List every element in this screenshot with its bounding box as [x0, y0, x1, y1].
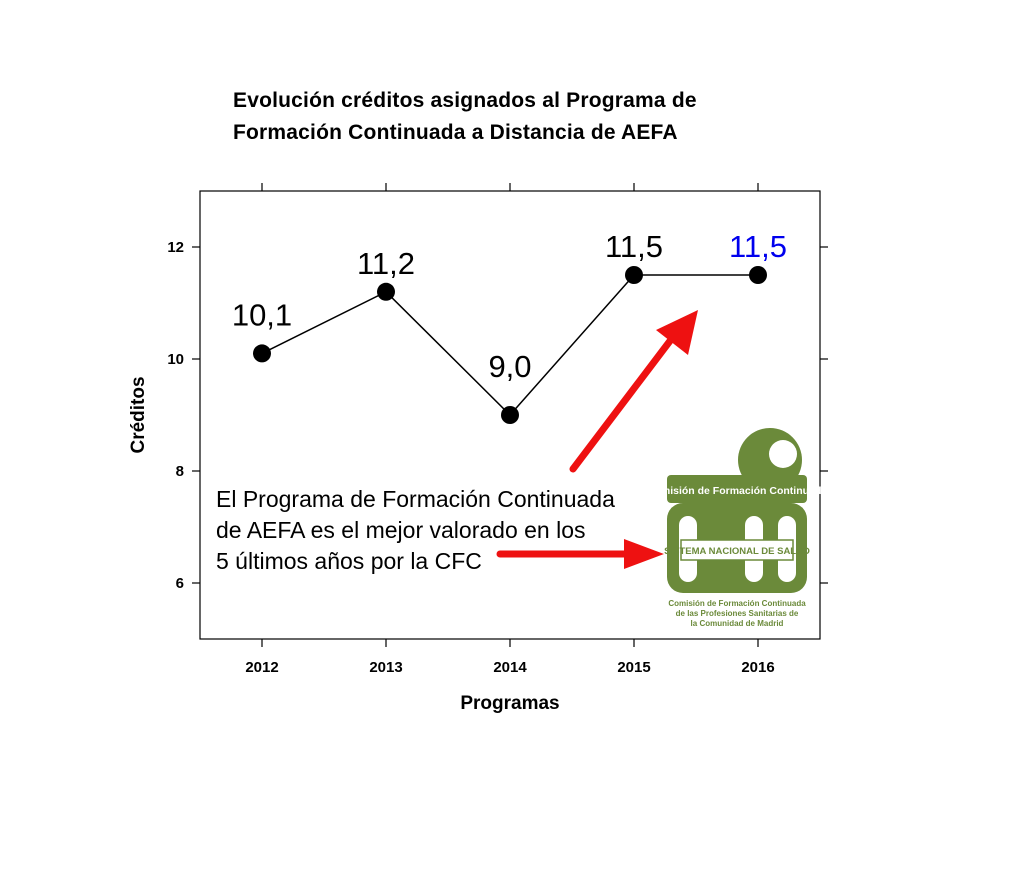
logo-band-text: SISTEMA NACIONAL DE SALUD [664, 546, 810, 557]
logo-dot-cutout [769, 440, 797, 468]
logo-bottom-text: la Comunidad de Madrid [691, 619, 784, 628]
y-tick-label: 12 [167, 239, 184, 256]
logo-top-text: Comisión de Formación Continuada [647, 485, 827, 497]
y-tick-label: 8 [176, 463, 184, 480]
logo-bottom-text: Comisión de Formación Continuada [668, 599, 806, 608]
y-tick-label: 10 [167, 351, 184, 368]
red-arrow-up-shaft [569, 325, 683, 473]
data-label: 11,5 [605, 229, 663, 264]
data-point-marker [749, 266, 767, 284]
x-tick-label: 2016 [741, 659, 774, 676]
data-point-marker [253, 344, 271, 363]
chart-title-line-2: Formación Continuada a Distancia de AEFA [233, 121, 678, 144]
x-tick-label: 2015 [617, 659, 650, 676]
data-point-marker [501, 406, 519, 424]
x-axis-label: Programas [460, 693, 559, 714]
data-label: 9,0 [488, 349, 531, 384]
data-point-marker [377, 282, 395, 301]
annotation-text-line: de AEFA es el mejor valorado en los [216, 517, 586, 543]
x-tick-label: 2012 [245, 659, 278, 676]
data-point-marker [625, 266, 643, 284]
annotation-text-line: 5 últimos años por la CFC [216, 548, 482, 574]
x-tick-label: 2014 [493, 659, 527, 676]
y-tick-label: 6 [176, 575, 184, 592]
y-axis-label: Créditos [128, 376, 149, 453]
data-label: 11,5 [729, 229, 787, 264]
logo-band [680, 539, 794, 561]
red-arrow-right-head [624, 539, 664, 569]
logo-top-bar [667, 475, 807, 503]
chart-title-line-1: Evolución créditos asignados al Programa… [233, 89, 697, 112]
cfc-logo: Comisión de Formación Continuada SISTEMA … [647, 428, 827, 628]
red-arrow-up-head [656, 310, 698, 355]
x-tick-label: 2013 [369, 659, 402, 676]
data-label: 11,2 [357, 246, 415, 281]
annotation-text-line: El Programa de Formación Continuada [216, 486, 615, 512]
data-label: 10,1 [232, 297, 292, 332]
logo-bottom-text: de las Profesiones Sanitarias de [676, 609, 799, 618]
